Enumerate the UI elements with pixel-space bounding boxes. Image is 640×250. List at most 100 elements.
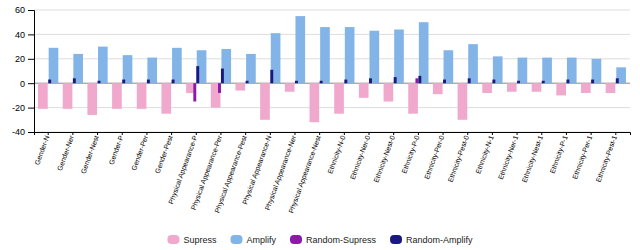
bar (320, 81, 323, 83)
bar (271, 33, 281, 83)
x-tick: Gender-Nest (79, 132, 99, 175)
x-tick: Ethnicity-Pest-1 (595, 132, 619, 183)
bar (246, 81, 249, 83)
x-tick-mark (492, 132, 493, 135)
bar (119, 83, 122, 84)
x-tick-mark (270, 132, 271, 135)
x-tick-label: Gender-P (107, 134, 124, 165)
bar (418, 76, 421, 83)
y-tick-mark (28, 83, 34, 84)
bars (38, 16, 626, 122)
bar (235, 83, 245, 90)
legend-label: Random-Supress (306, 235, 377, 245)
bar (320, 27, 330, 83)
x-tick: Ethnicity-Ner-0 (349, 132, 372, 181)
bar-series (38, 83, 615, 122)
chart: -40-200204060Gender-NGender-NerGender-Ne… (0, 0, 640, 250)
bar (218, 83, 221, 93)
y-tick: 20 (15, 54, 34, 64)
x-tick-label: Ethnicity-Pest-0 (447, 134, 471, 183)
x-tick-mark (566, 132, 567, 135)
legend-item: Supress (167, 235, 217, 245)
x-tick-mark (443, 132, 444, 135)
bar (270, 70, 273, 83)
y-tick-mark (28, 34, 34, 35)
x-tick: Ethnicity-Pest-0 (447, 132, 471, 183)
bar (468, 44, 478, 83)
bar (95, 83, 98, 84)
bar (440, 83, 443, 84)
bar (542, 81, 545, 83)
bar (137, 83, 147, 109)
x-tick: Gender-Pest (154, 132, 174, 174)
bar (193, 83, 196, 101)
y-tick-mark (28, 108, 34, 109)
bar (246, 54, 256, 83)
x-tick-label: Ethnicity-Per-0 (423, 134, 446, 180)
x-tick-mark (517, 132, 518, 135)
bar (507, 83, 517, 92)
bar (172, 48, 182, 83)
bar (161, 83, 171, 114)
grid (34, 10, 630, 132)
bar (73, 78, 76, 83)
bar (489, 83, 492, 84)
x-tick: Ethnicity-Nest-1 (521, 132, 545, 184)
x-tick: Gender-Per (130, 132, 149, 171)
bar (73, 54, 83, 83)
x-tick-label: Gender-Per (130, 134, 149, 171)
bar (112, 83, 122, 109)
bar (359, 83, 369, 98)
x-tick-mark (196, 132, 197, 135)
bar (147, 80, 150, 84)
bar (345, 27, 355, 83)
bar (444, 50, 454, 83)
bar (196, 66, 199, 83)
bar (98, 81, 101, 83)
bar (542, 58, 552, 84)
bar (532, 83, 542, 92)
bar (48, 80, 51, 84)
x-tick: Ethnicity-N-1 (474, 132, 495, 175)
x-tick: Ethnicity-N-0 (326, 132, 347, 175)
legend: SupressAmplifyRandom-SupressRandom-Ampli… (167, 235, 473, 245)
y-tick-label: -20 (12, 103, 25, 113)
bar (123, 55, 133, 83)
legend-item: Random-Supress (290, 235, 377, 245)
x-tick-label: Ethnicity-N-0 (326, 134, 347, 174)
x-tick-label: Ethnicity-Ner-0 (349, 134, 372, 180)
bar (98, 47, 108, 84)
x-tick-mark (591, 132, 592, 135)
bar (408, 83, 418, 114)
y-axis-line (28, 11, 35, 133)
x-axis-line (35, 133, 631, 136)
bar (606, 83, 616, 93)
grid-line (34, 34, 630, 35)
bar (556, 83, 566, 95)
x-tick-mark (418, 132, 419, 135)
bar (443, 80, 446, 84)
grid-line (34, 107, 630, 108)
y-tick: 0 (20, 79, 34, 89)
plot: -40-200204060Gender-NGender-NerGender-Ne… (12, 5, 631, 214)
x-tick: Gender-P (107, 132, 124, 165)
x-tick-mark (72, 132, 73, 135)
bar (341, 83, 344, 84)
x-tick: Gender-N (33, 132, 50, 166)
y-axis: -40-200204060 (12, 5, 35, 137)
x-tick-label: Ethnicity-P-0 (400, 134, 421, 174)
bar (267, 83, 270, 84)
grid-line (34, 10, 630, 11)
bar (369, 78, 372, 83)
bar-series (49, 16, 626, 83)
bar (87, 83, 97, 115)
bar (391, 83, 394, 84)
x-tick: Ethnicity-Per-0 (423, 132, 446, 180)
x-tick-label: Ethnicity-Nest-0 (372, 134, 396, 183)
bar (493, 56, 503, 83)
x-tick-mark (146, 132, 147, 135)
legend-swatch (167, 235, 179, 244)
y-tick-mark (28, 10, 34, 11)
x-tick-label: Ethnicity-Ner-1 (497, 134, 520, 180)
x-tick-mark (467, 132, 468, 135)
